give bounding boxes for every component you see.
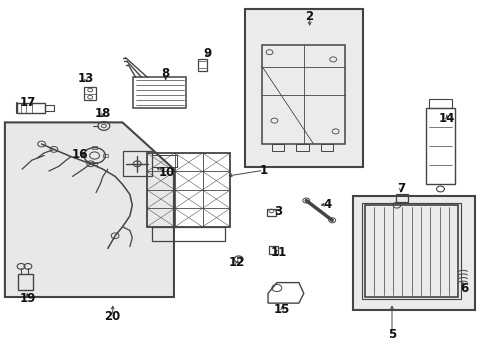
Polygon shape — [5, 122, 174, 297]
Text: 14: 14 — [439, 112, 455, 125]
Bar — [362, 203, 461, 299]
Bar — [122, 151, 152, 176]
Bar — [272, 144, 284, 151]
Bar — [262, 45, 345, 144]
Bar — [45, 105, 54, 111]
Bar — [147, 153, 230, 227]
Text: 17: 17 — [20, 96, 36, 109]
Bar — [365, 205, 458, 297]
Bar — [133, 77, 186, 108]
Text: 16: 16 — [71, 148, 88, 161]
Bar — [269, 246, 278, 254]
Bar — [396, 194, 408, 202]
Text: 19: 19 — [19, 292, 36, 305]
Bar — [152, 155, 177, 167]
Text: 15: 15 — [274, 303, 291, 316]
Text: 11: 11 — [270, 246, 287, 259]
Bar — [18, 274, 33, 290]
Bar — [296, 144, 309, 151]
Bar — [267, 209, 276, 216]
Bar — [152, 227, 225, 241]
Text: 10: 10 — [158, 166, 175, 179]
Bar — [198, 58, 207, 71]
Text: 12: 12 — [229, 256, 245, 269]
Text: 8: 8 — [162, 67, 170, 80]
Bar — [353, 196, 475, 310]
Bar — [17, 103, 45, 113]
Bar — [426, 108, 455, 184]
Bar — [92, 146, 97, 149]
Text: 7: 7 — [397, 182, 405, 195]
Text: 1: 1 — [260, 164, 268, 177]
Bar — [321, 144, 333, 151]
Bar — [429, 99, 452, 108]
Text: 20: 20 — [104, 310, 121, 323]
Text: 2: 2 — [306, 10, 314, 23]
Bar — [103, 154, 108, 157]
Bar — [92, 162, 97, 165]
Text: 9: 9 — [204, 47, 212, 60]
Text: 6: 6 — [461, 282, 468, 295]
Text: 4: 4 — [323, 198, 331, 211]
Text: 5: 5 — [388, 328, 396, 341]
Text: 13: 13 — [77, 72, 94, 85]
Bar — [81, 154, 86, 157]
Text: 18: 18 — [95, 107, 111, 120]
Text: 3: 3 — [274, 205, 282, 218]
Bar — [84, 87, 96, 100]
Bar — [245, 9, 363, 167]
